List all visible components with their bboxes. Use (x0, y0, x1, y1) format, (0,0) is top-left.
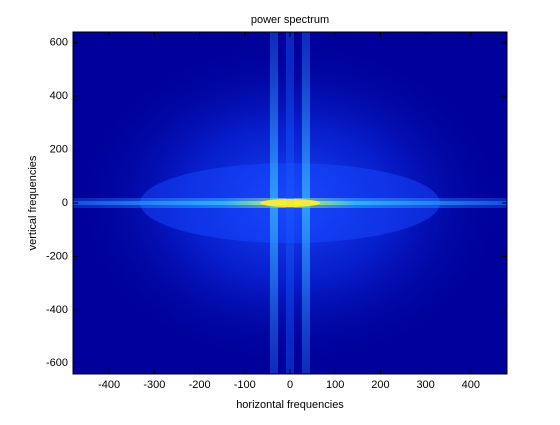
image-peak (260, 199, 320, 207)
x-tick-label: 400 (462, 379, 480, 391)
y-tick-label: 200 (50, 143, 68, 155)
x-tick-label: 0 (287, 379, 293, 391)
y-tick-label: -400 (46, 304, 68, 316)
x-tick-label: 300 (416, 379, 434, 391)
x-tick-label: -400 (98, 379, 120, 391)
x-axis-label: horizontal frequencies (236, 399, 344, 411)
x-tick-label: -200 (189, 379, 211, 391)
x-tick-label: 100 (326, 379, 344, 391)
y-tick-label: 400 (50, 90, 68, 102)
x-tick-label: 200 (371, 379, 389, 391)
y-tick-label: -200 (46, 250, 68, 262)
y-tick-label: 600 (50, 37, 68, 49)
chart-title: power spectrum (251, 14, 329, 26)
x-tick-label: -300 (143, 379, 165, 391)
y-axis-label: vertical frequencies (27, 155, 39, 250)
y-tick-label: 0 (62, 197, 68, 209)
x-tick-label: -100 (234, 379, 256, 391)
y-tick-label: -600 (46, 357, 68, 369)
spectrum-image (73, 32, 507, 374)
